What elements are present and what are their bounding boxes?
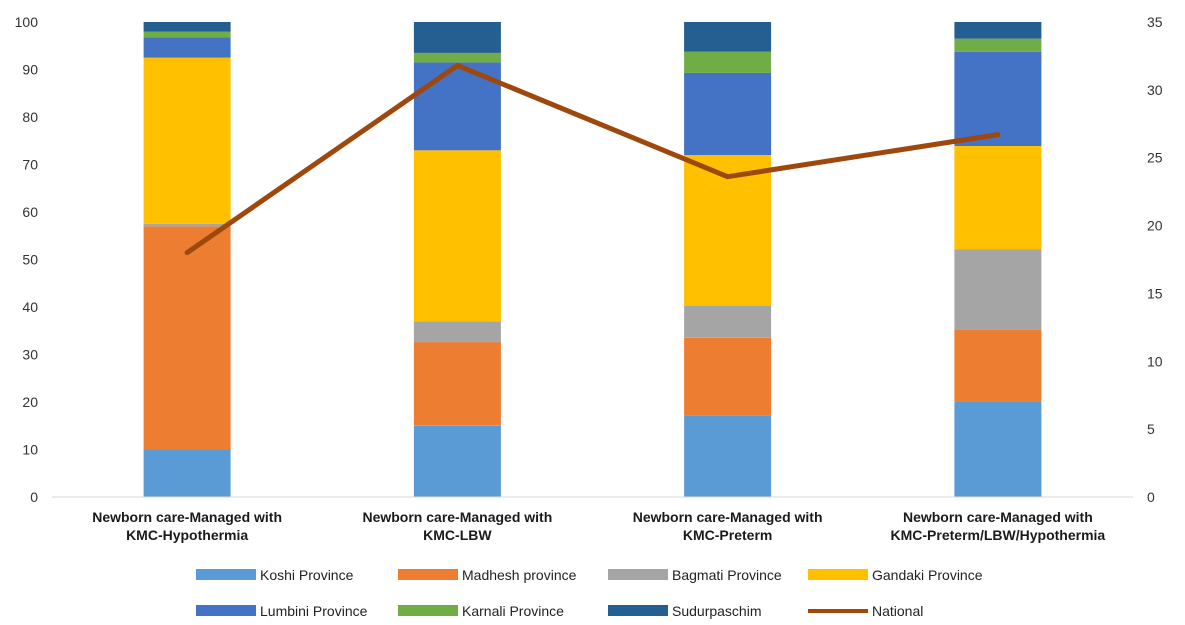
- bar-segment: [684, 72, 772, 155]
- y-left-tick-label: 20: [22, 394, 38, 410]
- bar-segment: [143, 22, 231, 32]
- bar-segment: [413, 342, 501, 426]
- legend-swatch: [608, 569, 668, 580]
- x-category-label-line: Newborn care-Managed with: [633, 509, 823, 525]
- y-left-tick-label: 50: [22, 252, 38, 268]
- y-left-tick-label: 0: [30, 489, 38, 505]
- bar-segment: [954, 38, 1042, 52]
- bar-segment: [684, 51, 772, 73]
- y-left-tick-label: 90: [22, 62, 38, 78]
- y-right-tick-label: 35: [1147, 14, 1163, 30]
- x-category-label: Newborn care-Managed with KMC-Hypothermia: [92, 509, 282, 543]
- y-right-tick-label: 10: [1147, 353, 1163, 369]
- bar-segment: [684, 337, 772, 416]
- bar-segment: [684, 22, 772, 52]
- y-right-tick-label: 20: [1147, 218, 1163, 234]
- y-left-tick-label: 40: [22, 299, 38, 315]
- y-right-tick-label: 0: [1147, 489, 1155, 505]
- legend-swatch: [808, 569, 868, 580]
- x-category-label-line: Newborn care-Managed with: [903, 509, 1093, 525]
- bars-layer: [143, 22, 1042, 498]
- bar-segment: [954, 401, 1042, 497]
- national-line-layer: [184, 62, 1001, 256]
- legend-label: Madhesh province: [462, 567, 577, 583]
- y-right-tick-label: 25: [1147, 150, 1163, 166]
- legend-label: Bagmati Province: [672, 567, 782, 583]
- x-category-label-line: KMC-Preterm/LBW/Hypothermia: [891, 527, 1106, 543]
- bar-segment: [143, 37, 231, 58]
- y-left-tick-label: 70: [22, 157, 38, 173]
- axes-layer: 0 10 20 30 40 50 60 70 80 90 100 0 5 10 15 20 25 30 35 Newb…: [15, 14, 1163, 543]
- x-category-label-line: KMC-Preterm: [683, 527, 772, 543]
- x-category-label-line: KMC-Hypothermia: [126, 527, 248, 543]
- legend-label: Koshi Province: [260, 567, 354, 583]
- bar-segment: [143, 31, 231, 38]
- bar-segment: [413, 321, 501, 343]
- bar-segment: [413, 22, 501, 53]
- bar-segment: [143, 449, 231, 497]
- legend-swatch: [196, 605, 256, 616]
- bar-segment: [413, 425, 501, 498]
- bar-segment: [954, 51, 1042, 146]
- x-category-label: Newborn care-Managed with KMC-Preterm: [633, 509, 823, 543]
- y-left-tick-label: 100: [15, 14, 39, 30]
- y-right-tick-label: 5: [1147, 421, 1155, 437]
- bar-segment: [954, 329, 1042, 401]
- x-category-label-line: KMC-LBW: [423, 527, 492, 543]
- legend-label: Lumbini Province: [260, 603, 368, 619]
- bar-segment: [954, 22, 1042, 39]
- legend-label: National: [872, 603, 923, 619]
- bar-segment: [143, 226, 231, 450]
- y-left-tick-label: 10: [22, 442, 38, 458]
- legend: Koshi Province Madhesh province Bagmati Pr…: [196, 567, 983, 619]
- y-right-tick-label: 30: [1147, 82, 1163, 98]
- bar-segment: [143, 57, 231, 224]
- y-left-tick-label: 60: [22, 204, 38, 220]
- legend-label: Karnali Province: [462, 603, 564, 619]
- bar-segment: [954, 249, 1042, 330]
- legend-label: Sudurpaschim: [672, 603, 762, 619]
- national-line: [184, 62, 1001, 256]
- y-left-tick-label: 80: [22, 109, 38, 125]
- bar-segment: [413, 150, 501, 322]
- legend-swatch: [608, 605, 668, 616]
- legend-label: Gandaki Province: [872, 567, 983, 583]
- legend-swatch: [398, 605, 458, 616]
- bar-segment: [143, 223, 231, 227]
- legend-swatch: [196, 569, 256, 580]
- bar-segment: [684, 415, 772, 497]
- x-category-label: Newborn care-Managed with KMC-LBW: [362, 509, 552, 543]
- bar-segment: [684, 155, 772, 306]
- bar-segment: [684, 306, 772, 338]
- y-left-tick-label: 30: [22, 347, 38, 363]
- bar-segment: [413, 52, 501, 63]
- x-category-label-line: Newborn care-Managed with: [92, 509, 282, 525]
- legend-swatch: [398, 569, 458, 580]
- y-right-tick-label: 15: [1147, 285, 1163, 301]
- x-category-label-line: Newborn care-Managed with: [362, 509, 552, 525]
- x-category-label: Newborn care-Managed with KMC-Preterm/LBW…: [891, 509, 1106, 543]
- bar-segment: [954, 146, 1042, 250]
